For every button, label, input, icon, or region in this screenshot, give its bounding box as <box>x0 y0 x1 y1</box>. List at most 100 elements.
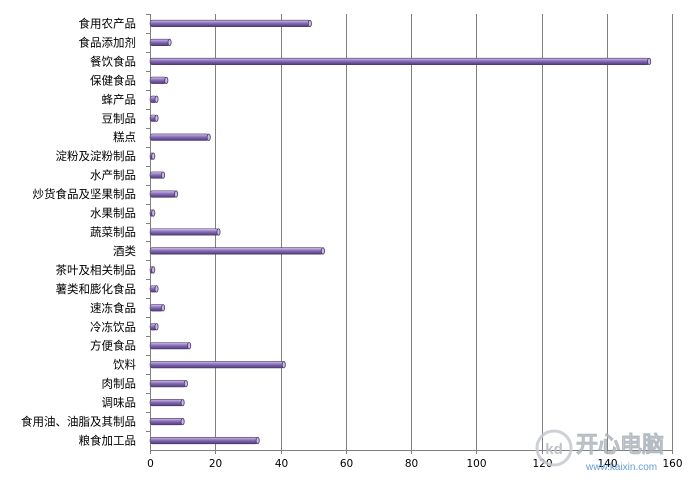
bar-body <box>149 399 183 407</box>
category-label: 冷冻饮品 <box>90 320 136 334</box>
x-tick-label: 100 <box>466 458 486 470</box>
bar-cap <box>154 323 159 331</box>
category-label: 速冻食品 <box>90 301 136 315</box>
bar-body <box>149 436 258 445</box>
bar <box>149 76 169 84</box>
bar-body <box>149 76 167 84</box>
category-label: 食用农产品 <box>79 16 137 30</box>
bar <box>149 228 221 236</box>
x-tick-labels: 0 20 40 60 80 100 120 140 160 <box>147 458 682 470</box>
bar-cap <box>151 152 156 160</box>
bar <box>149 247 325 255</box>
bar-cap <box>154 95 159 103</box>
bar-cap <box>180 417 185 426</box>
x-tick-label: 80 <box>405 458 418 470</box>
bars <box>149 19 652 445</box>
category-label: 水产制品 <box>90 168 136 182</box>
axes <box>146 14 673 454</box>
bar-body <box>149 247 324 255</box>
category-label: 淀粉及淀粉制品 <box>56 149 137 163</box>
bar <box>149 436 260 445</box>
bar <box>149 266 156 274</box>
category-label: 豆制品 <box>102 111 137 125</box>
bar <box>149 209 156 217</box>
bar <box>149 133 211 141</box>
category-labels: 食用农产品食品添加剂餐饮食品保健食品蜂产品豆制品糕点淀粉及淀粉制品水产制品炒货食… <box>21 16 136 447</box>
x-tick-label: 0 <box>147 458 154 470</box>
bar-cap <box>154 285 159 293</box>
bar <box>149 95 159 103</box>
bar-cap <box>216 228 221 236</box>
bar-cap <box>180 398 185 407</box>
category-label: 调味品 <box>102 396 137 410</box>
bar <box>149 190 179 198</box>
bar-cap <box>161 304 166 312</box>
category-label: 薯类和膨化食品 <box>56 282 137 296</box>
bar-body <box>149 361 285 369</box>
category-label: 方便食品 <box>90 339 136 353</box>
bar <box>149 38 172 47</box>
bar-body <box>149 380 187 388</box>
bar-cap <box>647 57 652 66</box>
bar-body <box>149 133 210 141</box>
bar-body <box>149 342 190 350</box>
watermark-logo: kd 开心电脑 www.kaixin.com <box>535 429 664 473</box>
category-label: 水果制品 <box>90 206 136 220</box>
bar <box>149 285 159 293</box>
watermark-url: www.kaixin.com <box>585 462 657 473</box>
x-tick-label: 20 <box>209 458 222 470</box>
bar <box>149 323 159 331</box>
category-label: 酒类 <box>113 244 136 258</box>
category-label: 食用油、油脂及其制品 <box>21 415 136 429</box>
bar-body <box>149 38 170 46</box>
bar-cap <box>154 114 159 122</box>
bar <box>149 342 192 350</box>
bar-body <box>149 228 219 236</box>
bar-cap <box>161 171 166 179</box>
category-label: 蜂产品 <box>102 92 137 106</box>
bar-cap <box>255 436 260 445</box>
category-label: 茶叶及相关制品 <box>56 263 137 277</box>
category-label: 饮料 <box>113 358 136 372</box>
x-tick-label: 40 <box>275 458 288 470</box>
bar-cap <box>183 380 188 388</box>
bar-body <box>149 190 177 198</box>
bar <box>149 114 159 122</box>
bar-cap <box>151 209 156 217</box>
bar-cap <box>206 133 211 141</box>
bar <box>149 304 166 312</box>
category-label: 炒货食品及坚果制品 <box>33 187 137 201</box>
category-label: 肉制品 <box>102 377 137 391</box>
bar <box>149 171 166 179</box>
x-tick-label: 160 <box>662 458 682 470</box>
watermark-title: 开心电脑 <box>576 432 664 458</box>
bar <box>149 152 156 160</box>
x-tick-label: 60 <box>340 458 353 470</box>
category-label: 保健食品 <box>90 73 136 87</box>
bar-cap <box>164 76 169 84</box>
bar <box>149 380 188 388</box>
bar-cap <box>167 38 172 47</box>
bar <box>149 398 185 407</box>
bar <box>149 19 312 28</box>
bar-body <box>149 418 183 426</box>
bar-cap <box>187 342 192 350</box>
gridlines <box>215 14 673 450</box>
bar-cap <box>307 19 312 28</box>
bar <box>149 57 652 66</box>
x-tick-label: 120 <box>532 458 552 470</box>
bar-cap <box>151 266 156 274</box>
category-label: 糕点 <box>113 130 136 144</box>
category-label: 餐饮食品 <box>90 54 136 68</box>
category-label: 粮食加工品 <box>79 434 137 448</box>
bar-body <box>149 19 311 28</box>
watermark-logo-text: kd <box>545 441 563 458</box>
category-label: 蔬菜制品 <box>90 225 136 239</box>
bar <box>149 417 185 426</box>
bar <box>149 361 286 369</box>
x-tick-label: 140 <box>597 458 617 470</box>
bar-cap <box>281 361 286 369</box>
category-label: 食品添加剂 <box>79 35 137 49</box>
bar-body <box>149 57 650 65</box>
